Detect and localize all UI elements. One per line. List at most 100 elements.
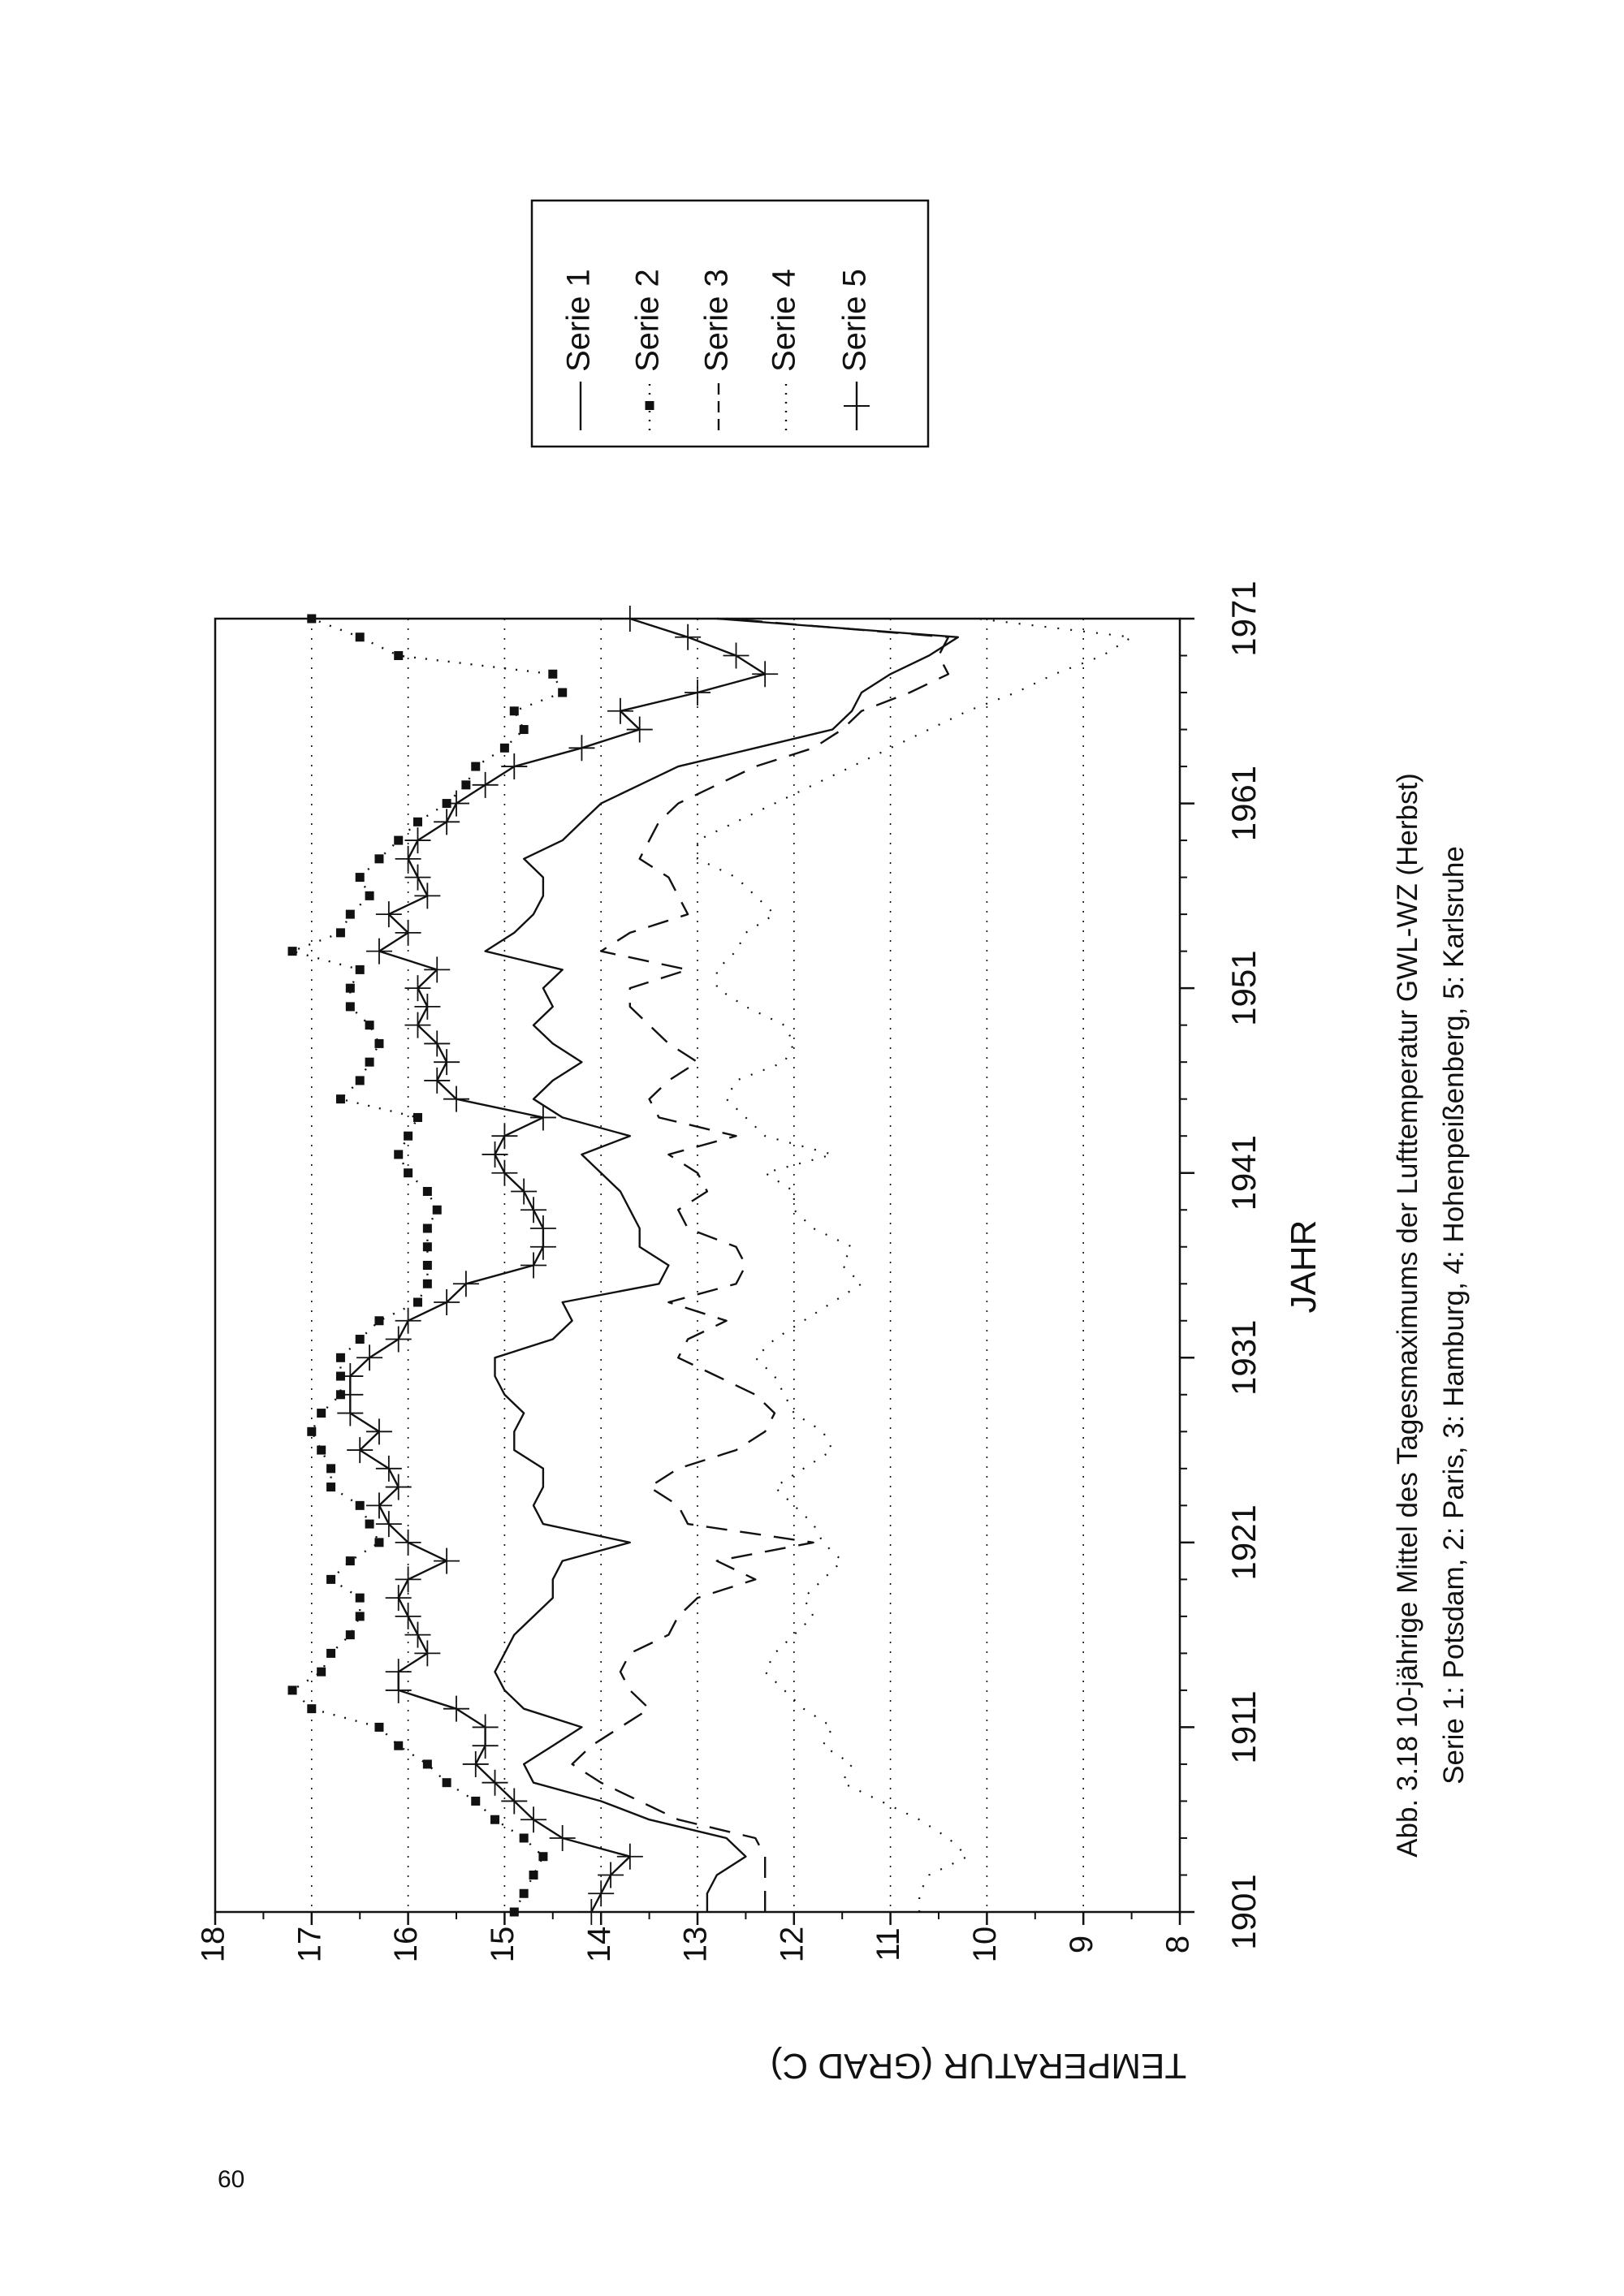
series-5-point-1919 (395, 1566, 421, 1593)
series-2-point-1947 (365, 1057, 374, 1067)
series-2-point-1965 (519, 725, 529, 735)
series-5-point-1968 (752, 661, 779, 688)
series-5-point-1945 (443, 1085, 469, 1112)
series-layer (287, 606, 1133, 1925)
series-2-point-1924 (326, 1482, 336, 1492)
series-5-point-1930 (337, 1363, 364, 1390)
legend-marker-2 (645, 401, 654, 410)
series-2-point-1969 (394, 651, 404, 661)
series-2-point-1945 (335, 1094, 345, 1104)
series-2-point-1949 (365, 1021, 374, 1030)
series-5-point-1950 (414, 993, 441, 1020)
legend-item-4: Serie 4 (767, 269, 802, 430)
series-5-point-1935 (452, 1271, 479, 1297)
series-5-point-1922 (375, 1511, 402, 1538)
series-5-point-1951 (404, 975, 431, 1002)
series-2-point-1925 (326, 1464, 336, 1474)
series-5-point-1932 (385, 1326, 412, 1353)
series-5-point-1947 (434, 1049, 460, 1076)
series-5-point-1962 (472, 771, 499, 798)
y-tick-label-8: 8 (1160, 1936, 1196, 1953)
series-2-point-1953 (287, 947, 297, 956)
caption-line-1: Abb. 3.18 10-jährige Mittel des Tagesmax… (1392, 773, 1423, 1858)
series-2-point-1940 (422, 1186, 432, 1196)
y-tick-label-13: 13 (678, 1927, 714, 1963)
y-tick-label-14: 14 (581, 1927, 617, 1963)
series-5-point-1924 (385, 1474, 412, 1500)
series-5-point-1957 (404, 864, 431, 891)
series-5-point-1903 (598, 1862, 624, 1888)
series-5-point-1961 (443, 790, 469, 817)
legend-label-2: Serie 2 (630, 269, 666, 372)
series-2-point-1911 (374, 1722, 384, 1732)
series-5-line (349, 617, 767, 1913)
series-5-point-1971 (616, 606, 643, 632)
y-tick-label-17: 17 (292, 1927, 327, 1963)
series-2-point-1941 (404, 1168, 413, 1178)
x-axis-title: JAHR (1284, 1220, 1324, 1314)
y-tick-label-18: 18 (196, 1927, 231, 1963)
series-5-point-1915 (414, 1640, 441, 1667)
series-5-point-1911 (472, 1714, 499, 1741)
series-5-point-1902 (588, 1880, 615, 1907)
series-2-point-1908 (442, 1778, 451, 1788)
grid-lines (310, 619, 1084, 1912)
y-axis-title: TEMPERATUR (GRAD C) (771, 2046, 1187, 2086)
series-5-point-1960 (434, 809, 460, 835)
series-3-line (571, 617, 950, 1912)
series-5-point-1952 (424, 956, 451, 983)
series-5-point-1953 (365, 938, 392, 965)
series-2-point-1917 (355, 1612, 365, 1621)
series-2-point-1904 (538, 1852, 548, 1862)
legend-item-5: Serie 5 (837, 269, 873, 430)
series-5-point-1907 (501, 1788, 528, 1815)
series-5-point-1969 (723, 642, 749, 669)
legend-item-2: Serie 2 (630, 269, 666, 430)
series-5 (337, 606, 779, 1925)
x-tick-label-1951: 1951 (1224, 950, 1263, 1025)
series-2-point-1956 (365, 891, 374, 900)
legend-label-1: Serie 1 (561, 269, 597, 372)
series-5-point-1925 (375, 1455, 402, 1482)
series-5-point-1938 (529, 1215, 556, 1241)
series-5-point-1934 (434, 1289, 460, 1316)
series-2-point-1927 (307, 1426, 317, 1436)
series-2-point-1916 (345, 1630, 355, 1640)
series-5-point-1942 (482, 1141, 508, 1167)
series-1 (484, 617, 959, 1912)
series-2-point-1928 (317, 1409, 326, 1418)
series-5-point-1912 (443, 1695, 469, 1722)
legend-label-5: Serie 5 (837, 269, 873, 372)
y-tick-label-9: 9 (1064, 1936, 1099, 1953)
x-tick-label-1931: 1931 (1224, 1320, 1263, 1396)
series-5-point-1936 (520, 1252, 547, 1279)
series-2-point-1957 (355, 873, 365, 883)
x-tick-label-1941: 1941 (1224, 1135, 1263, 1211)
series-2-point-1922 (365, 1519, 374, 1529)
series-2-point-1959 (394, 835, 404, 845)
series-2-point-1918 (355, 1593, 365, 1603)
series-5-point-1970 (675, 624, 702, 650)
series-5-point-1906 (520, 1806, 547, 1833)
series-5-point-1918 (385, 1585, 412, 1612)
series-5-point-1914 (385, 1659, 412, 1685)
series-2-point-1912 (307, 1704, 317, 1714)
series-5-point-1909 (462, 1750, 489, 1777)
x-tick-label-1971: 1971 (1224, 580, 1263, 656)
series-2-point-1968 (548, 669, 558, 679)
series-5-point-1940 (511, 1178, 538, 1205)
series-5-point-1927 (365, 1418, 392, 1445)
series-2-point-1910 (394, 1741, 404, 1750)
y-tick-label-15: 15 (485, 1927, 520, 1963)
series-2-point-1970 (355, 632, 365, 642)
series-5-point-1964 (568, 735, 595, 762)
series-2-point-1958 (374, 854, 384, 864)
x-tick-label-1961: 1961 (1224, 766, 1263, 841)
series-2-point-1952 (355, 965, 365, 974)
legend-label-4: Serie 4 (767, 269, 802, 372)
series-5-point-1905 (549, 1824, 576, 1851)
page-number: 60 (218, 2166, 245, 2193)
series-2-point-1901 (509, 1907, 519, 1917)
series-2-point-1966 (509, 706, 519, 716)
series-2-point-1914 (317, 1667, 326, 1677)
